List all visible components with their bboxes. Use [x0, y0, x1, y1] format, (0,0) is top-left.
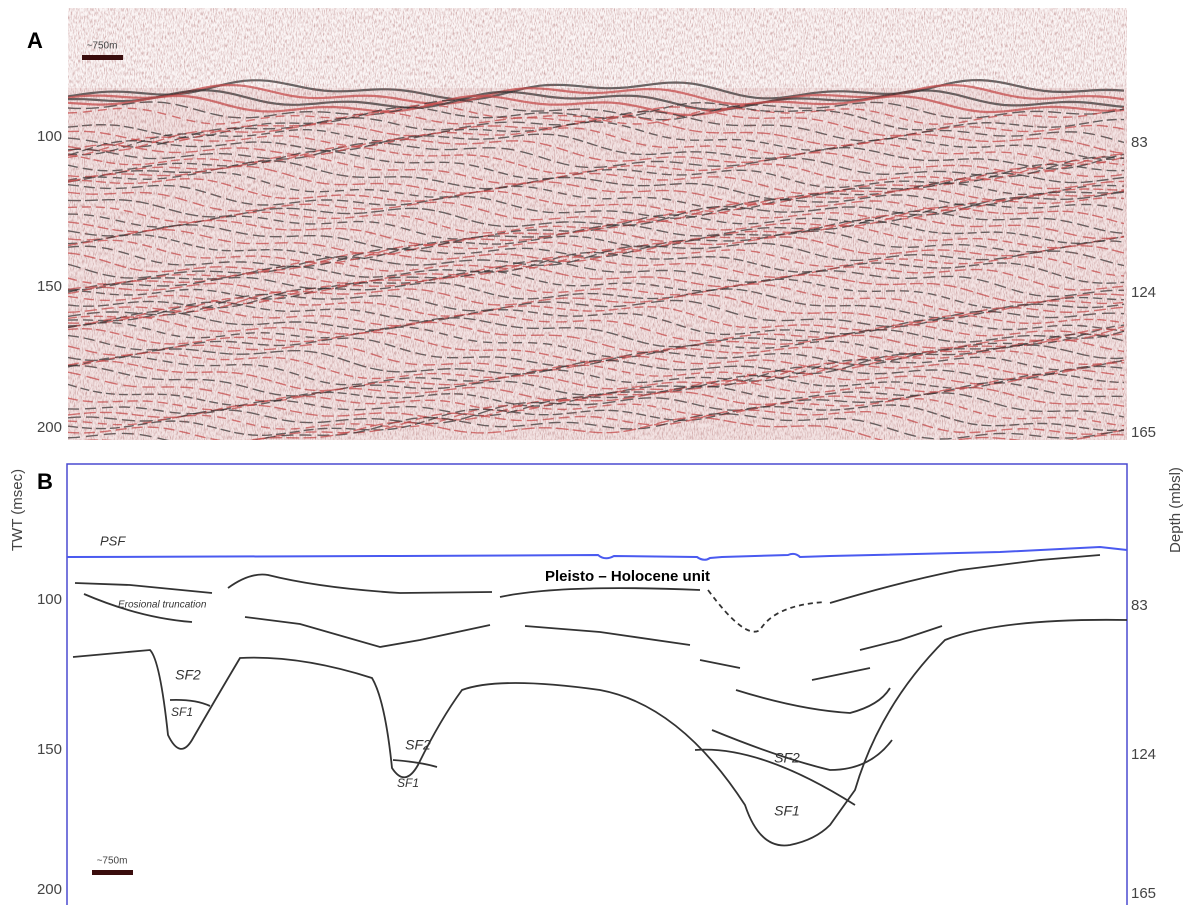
- depth-tick: 83: [1131, 597, 1148, 614]
- psf-horizon: [67, 547, 1127, 560]
- fill-label: SF1: [774, 803, 800, 819]
- channel-base: [73, 620, 1127, 846]
- panel-label: A: [27, 28, 43, 53]
- unit-label: Pleisto – Holocene unit: [545, 568, 710, 585]
- fill-label: SF2: [175, 667, 201, 683]
- left-axis-label: TWT (msec): [9, 469, 26, 551]
- twt-tick: 200: [37, 419, 62, 436]
- depth-tick: 165: [1131, 885, 1156, 902]
- scale-bar-label: ~750m: [87, 41, 118, 52]
- right-axis-label: Depth (mbsl): [1167, 467, 1184, 553]
- interpretation-lines: [73, 555, 1127, 846]
- horizon: [525, 626, 690, 645]
- scale-bar: [92, 870, 133, 875]
- depth-tick: 124: [1131, 746, 1156, 763]
- horizon: [228, 575, 492, 593]
- horizon: [860, 626, 942, 650]
- horizon: [500, 588, 700, 597]
- horizon: [75, 583, 212, 593]
- panel-label: B: [37, 469, 53, 494]
- horizon: [830, 555, 1100, 603]
- fill-label: SF2: [774, 750, 800, 766]
- erosion-label: Erosional truncation: [118, 600, 207, 611]
- fill-label: SF1: [171, 705, 193, 719]
- fill-label: SF1: [397, 776, 419, 790]
- seismic-image: [68, 8, 1127, 452]
- scale-bar-label: ~750m: [97, 856, 128, 867]
- depth-tick: 83: [1131, 134, 1148, 151]
- psf-label: PSF: [100, 533, 126, 548]
- twt-tick: 100: [37, 128, 62, 145]
- twt-tick: 100: [37, 591, 62, 608]
- horizon: [245, 617, 490, 647]
- depth-tick: 165: [1131, 424, 1156, 441]
- fill-boundary: [712, 730, 892, 770]
- twt-tick: 200: [37, 881, 62, 898]
- dashed-horizon: [708, 590, 825, 632]
- panel-frame: [67, 464, 1127, 905]
- fill-boundary: [393, 760, 437, 767]
- seismic-noise: [68, 8, 1127, 440]
- twt-tick: 150: [37, 278, 62, 295]
- figure: A ~750m 100 150 200 83 124 165 TWT (msec…: [0, 0, 1191, 905]
- scale-bar: [82, 55, 123, 60]
- fill-boundary: [736, 688, 890, 713]
- depth-tick: 124: [1131, 284, 1156, 301]
- twt-tick: 150: [37, 741, 62, 758]
- fill-label: SF2: [405, 737, 431, 753]
- horizon: [700, 660, 870, 680]
